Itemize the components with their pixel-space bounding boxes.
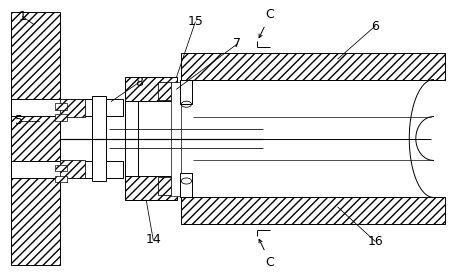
Text: C: C: [266, 256, 274, 269]
Text: 8: 8: [135, 76, 143, 89]
Bar: [125, 138, 138, 176]
Text: 14: 14: [145, 234, 161, 247]
Bar: [93, 96, 106, 181]
Bar: [11, 99, 123, 116]
Bar: [181, 53, 445, 79]
Bar: [60, 99, 86, 117]
Text: 15: 15: [188, 16, 203, 29]
Bar: [125, 101, 138, 138]
Text: 16: 16: [367, 235, 383, 248]
Bar: [125, 176, 177, 200]
Bar: [60, 160, 86, 178]
Bar: [180, 79, 192, 104]
Bar: [171, 82, 181, 196]
Bar: [55, 176, 67, 182]
Bar: [55, 103, 67, 110]
Bar: [181, 198, 445, 224]
Text: 1: 1: [18, 10, 26, 23]
Bar: [158, 177, 171, 195]
Bar: [55, 165, 67, 171]
Text: C: C: [266, 8, 274, 21]
Bar: [55, 114, 67, 121]
Text: 7: 7: [233, 37, 241, 50]
Bar: [158, 82, 171, 100]
Bar: [11, 12, 60, 265]
Text: 6: 6: [371, 20, 379, 33]
Bar: [125, 77, 177, 101]
Bar: [180, 173, 192, 198]
Bar: [11, 161, 123, 178]
Text: 5: 5: [15, 114, 23, 127]
